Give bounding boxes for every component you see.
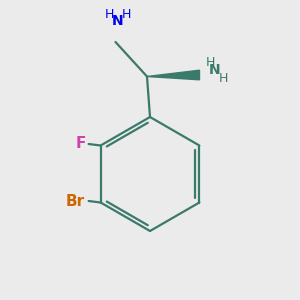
Text: H: H <box>206 56 216 69</box>
Text: H: H <box>105 8 114 22</box>
Text: F: F <box>76 136 86 152</box>
Text: N: N <box>209 63 220 77</box>
Text: H: H <box>122 8 132 22</box>
Polygon shape <box>147 70 200 80</box>
Text: Br: Br <box>66 194 85 208</box>
Text: N: N <box>112 14 123 28</box>
Text: H: H <box>219 72 228 86</box>
